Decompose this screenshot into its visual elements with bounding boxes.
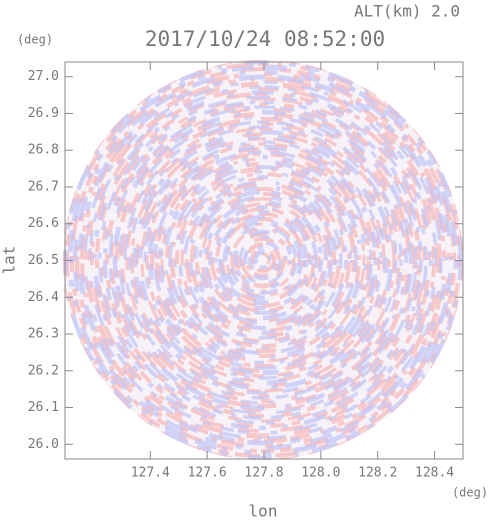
field-ring [168,165,358,355]
field-ring [164,161,362,359]
field-ring [83,80,443,440]
field-ring [238,235,288,285]
field-ring [252,249,274,271]
y-tick-label: 26.2 [28,363,59,378]
field-ring [154,151,372,369]
field-ring [248,245,278,275]
field-ring [217,214,309,306]
field-ring [183,180,343,340]
field-ring [130,127,396,393]
field-ring [147,144,379,376]
field-ring [103,100,423,420]
field-ring [123,120,403,400]
field-ring [230,227,296,293]
field-ring [100,97,426,423]
x-tick-label: 128.0 [301,466,340,481]
x-tick-label: 128.4 [415,466,454,481]
field-ring [212,209,314,311]
y-tick-label: 26.8 [28,143,59,158]
y-tick-label: 26.3 [28,327,59,342]
field-ring [125,122,401,398]
field-ring [108,105,418,415]
field-ring [132,129,394,391]
field-ring [173,170,353,350]
field-ring [178,175,348,345]
field-ring [92,89,434,431]
field-ring [180,177,346,343]
field-ring [232,229,294,291]
y-tick-label: 26.5 [28,253,59,268]
field-ring [145,142,381,378]
field-ring [110,107,416,413]
field-ring [192,189,334,331]
x-unit: (deg) [452,486,488,500]
subtitle: ALT(km) 2.0 [354,2,460,21]
x-tick-label: 128.2 [358,466,397,481]
chart-title: 2017/10/24 08:52:00 [145,27,385,51]
x-tick-label: 127.6 [188,466,227,481]
field-ring [169,166,357,354]
y-tick-label: 26.9 [28,106,59,121]
y-tick-label: 26.1 [28,400,59,415]
field-ring [104,101,422,419]
y-tick-label: 27.0 [28,69,59,84]
field-ring [202,199,324,321]
y-tick-label: 26.4 [28,290,59,305]
field-ring [137,134,389,386]
y-tick-label: 26.6 [28,216,59,231]
field-ring [208,205,318,315]
field-ring [98,95,428,425]
field-ring [118,115,408,405]
field-ring [112,109,414,411]
y-label: lat [0,246,19,275]
field-ring [77,74,449,446]
field-ring [157,154,369,366]
field-ring [210,207,316,313]
field-ring [90,87,436,433]
y-tick-label: 26.0 [28,437,59,452]
field-ring [242,239,284,281]
x-label: lon [249,502,278,521]
x-tick-label: 127.4 [131,466,170,481]
field-ring [143,140,383,380]
x-tick-label: 127.8 [244,466,283,481]
field-ring [250,247,276,273]
field-ring [197,194,329,326]
field-ring [228,225,298,295]
field-ring [240,237,286,283]
field-ring [153,150,373,370]
field-ring [222,219,304,301]
field-ring [88,85,438,435]
y-unit: (deg) [17,33,53,47]
field-ring [187,184,339,336]
field-ring [119,116,407,404]
y-tick-label: 26.7 [28,179,59,194]
field-ring [175,172,351,348]
radar-field [63,60,463,460]
field-ring [184,181,342,339]
field-ring [128,125,398,395]
field-ring [84,81,442,439]
field-ring [72,69,454,451]
